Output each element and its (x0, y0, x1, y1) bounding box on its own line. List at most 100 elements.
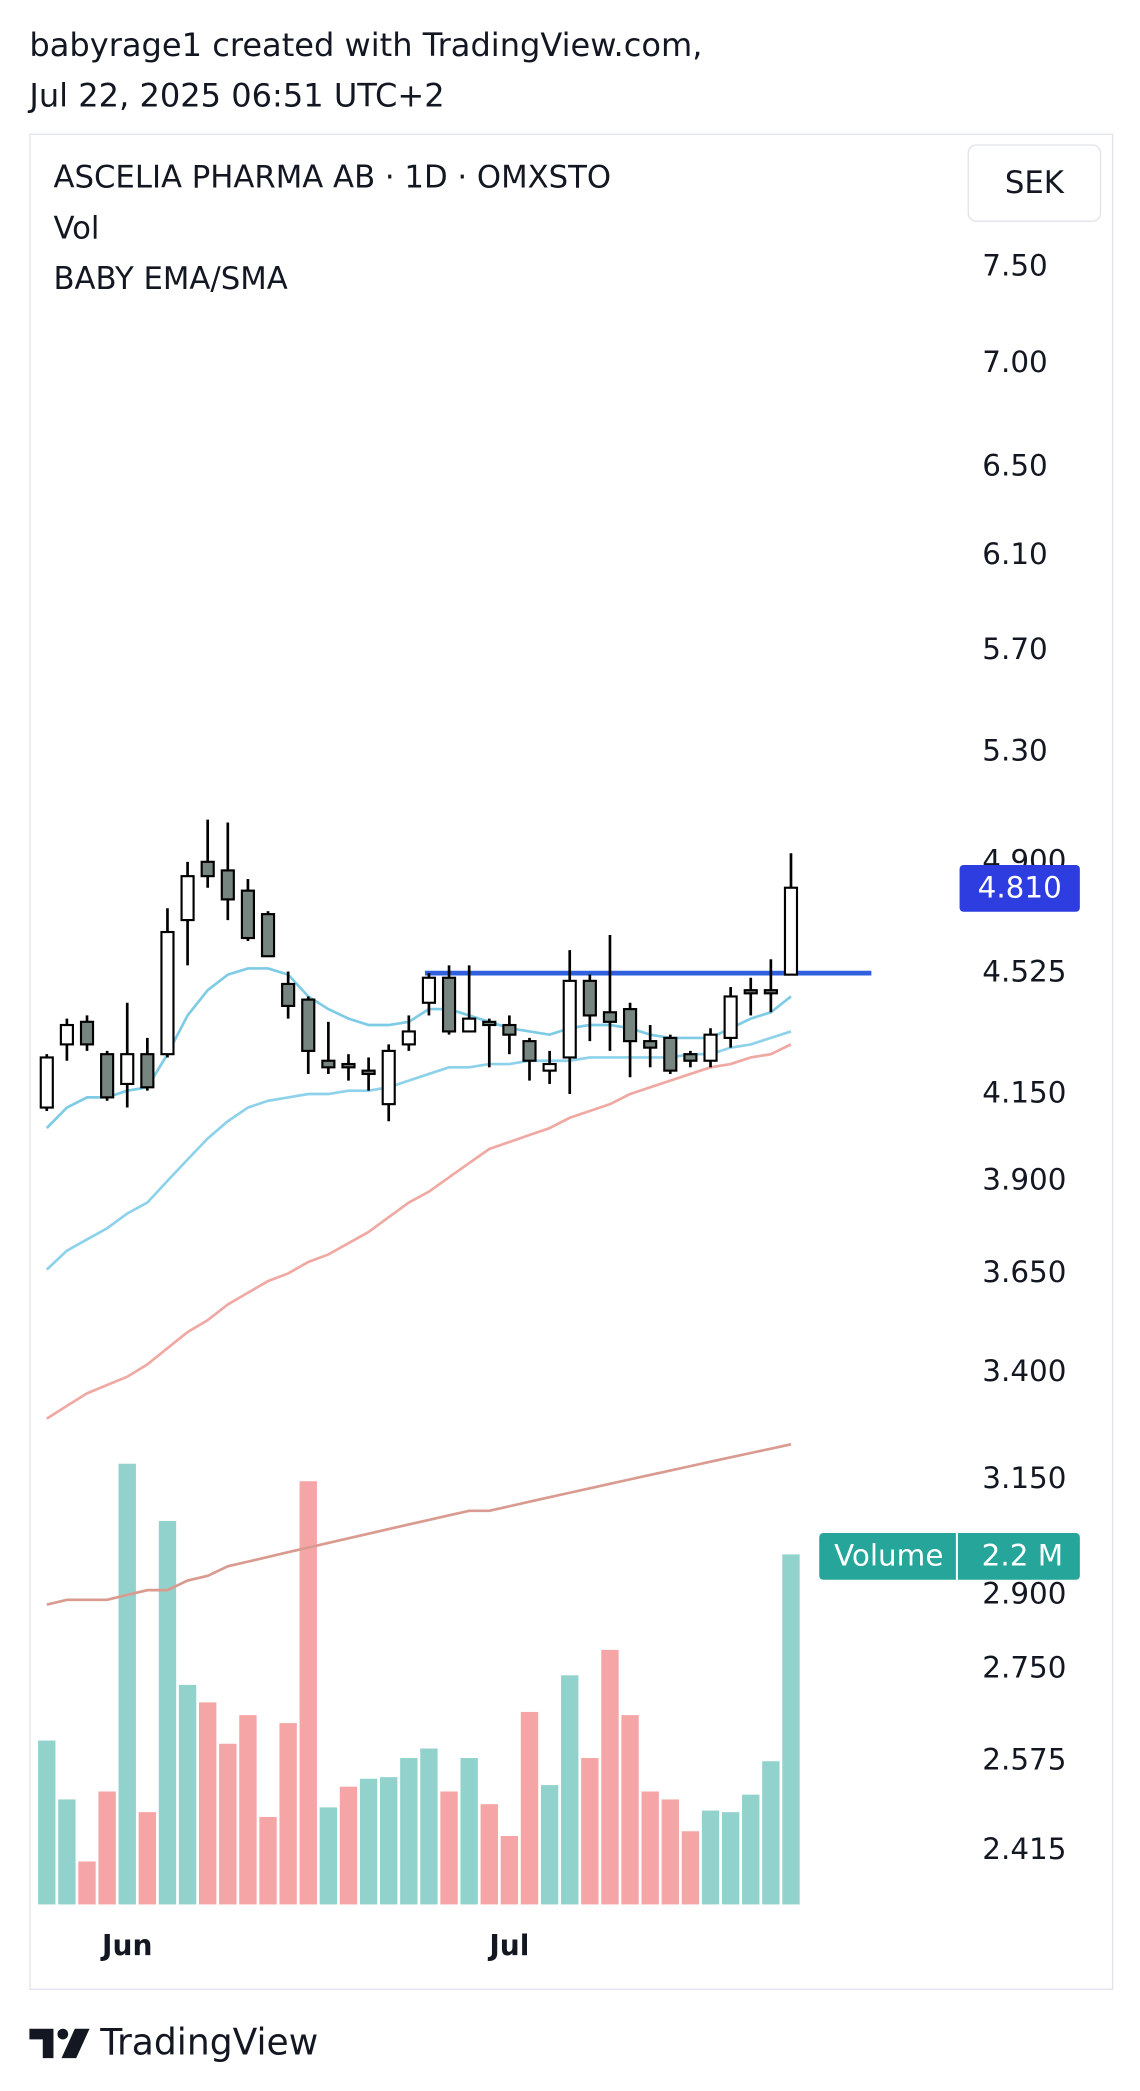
volume-bar (581, 1758, 599, 1905)
y-tick-label: 2.750 (982, 1651, 1066, 1685)
logo-mark (61, 2028, 90, 2059)
candle-body (180, 875, 195, 922)
candle-body (100, 1053, 115, 1099)
volume-bar (480, 1804, 498, 1905)
currency-button[interactable] (967, 144, 1102, 222)
footer-brand: TradingView (99, 2022, 318, 2064)
candle-body (301, 998, 316, 1052)
y-tick-label: 2.415 (982, 1832, 1066, 1866)
candle-body (582, 979, 597, 1017)
candle-body (441, 976, 457, 1033)
candle-body (643, 1040, 658, 1049)
volume-bar (520, 1711, 539, 1905)
y-tick-label: 4.525 (982, 955, 1066, 989)
volume-bar (58, 1799, 76, 1905)
candle-body (602, 1011, 618, 1023)
volume-bar (762, 1761, 780, 1905)
volume-bar (98, 1791, 116, 1905)
volume-bar (118, 1463, 136, 1905)
volume-bar (219, 1743, 237, 1905)
y-tick-label: 3.650 (982, 1255, 1066, 1289)
candle-body (663, 1036, 678, 1072)
volume-legend: Volume (834, 1539, 943, 1573)
candle-body (783, 886, 799, 976)
candle-body (120, 1053, 135, 1086)
candle-body (482, 1020, 497, 1027)
moving-average (45, 967, 792, 1130)
volume-bar (540, 1785, 559, 1905)
candle-body (281, 982, 296, 1007)
volume-bar (420, 1748, 438, 1905)
author-line: babyrage1 created with TradingView.com, (29, 26, 702, 64)
volume-bar (701, 1810, 720, 1905)
volume-value-label: 2.2 M (982, 1539, 1063, 1573)
volume-bar (78, 1861, 96, 1905)
volume-tag (819, 1533, 1080, 1580)
candle-body (160, 930, 175, 1056)
candle-body (683, 1053, 698, 1062)
candle-body (341, 1062, 356, 1069)
candle-body (321, 1059, 336, 1069)
volume-bar (681, 1831, 700, 1905)
y-tick-label: 2.575 (982, 1743, 1066, 1777)
volume-bar (440, 1791, 458, 1905)
volume-bar (601, 1649, 619, 1905)
candle-body (723, 995, 738, 1039)
candle-body (502, 1023, 517, 1036)
y-tick-label: 6.50 (982, 448, 1047, 482)
volume-bar (641, 1791, 659, 1905)
moving-average (46, 1443, 792, 1606)
footer-logo (29, 2028, 90, 2059)
y-tick-label: 4.150 (982, 1076, 1066, 1110)
plot-area (38, 819, 872, 1905)
volume-bar (661, 1799, 679, 1905)
candle-body (622, 1008, 638, 1043)
volume-bar (621, 1715, 639, 1905)
volume-bar (742, 1794, 760, 1905)
price-axis: 7.507.006.506.105.705.304.9004.5254.1503… (819, 248, 1080, 1866)
timestamp: Jul 22, 2025 06:51 UTC+2 (27, 77, 444, 115)
chart-pane (29, 133, 1114, 1990)
volume-bar (500, 1836, 519, 1905)
volume-bar (460, 1758, 478, 1905)
y-tick-label: 7.00 (982, 345, 1047, 379)
y-tick-label: 3.150 (982, 1461, 1066, 1495)
chart-title: ASCELIA PHARMA AB · 1D · OMXSTO (53, 160, 611, 196)
volume-bar (319, 1807, 338, 1905)
candle-body (421, 976, 437, 1004)
volume-bar (38, 1740, 56, 1905)
candle-body (79, 1020, 95, 1046)
volume-bar (400, 1758, 418, 1905)
currency-label: SEK (1005, 165, 1065, 201)
volume-bar (782, 1554, 800, 1905)
y-tick-label: 3.400 (982, 1354, 1066, 1388)
candle-body (703, 1033, 718, 1062)
volume-bar (359, 1778, 378, 1905)
volume-bar (138, 1812, 157, 1905)
moving-average (46, 1043, 792, 1420)
y-tick-label: 5.30 (982, 734, 1047, 768)
y-tick-label: 5.70 (982, 632, 1047, 666)
candle-body (361, 1069, 376, 1076)
candle-body (39, 1056, 54, 1109)
indicator-label: BABY EMA/SMA (53, 261, 287, 297)
candle-body (381, 1049, 396, 1106)
volume-bar (158, 1521, 177, 1905)
candle-body (763, 989, 778, 995)
candle-body (220, 869, 235, 901)
y-tick-label: 7.50 (982, 248, 1047, 282)
y-tick-label: 3.900 (982, 1162, 1066, 1196)
candle-body (401, 1030, 416, 1046)
volume-bar (178, 1684, 197, 1905)
candle-body (200, 860, 215, 878)
logo-mark (57, 2028, 69, 2040)
candle-body (240, 889, 256, 940)
volume-bar (339, 1786, 358, 1905)
volume-bar (199, 1702, 217, 1905)
candle-body (140, 1053, 155, 1089)
y-tick-label: 2.900 (982, 1576, 1066, 1610)
x-tick-label: Jun (100, 1929, 152, 1962)
candle-body (59, 1023, 74, 1046)
